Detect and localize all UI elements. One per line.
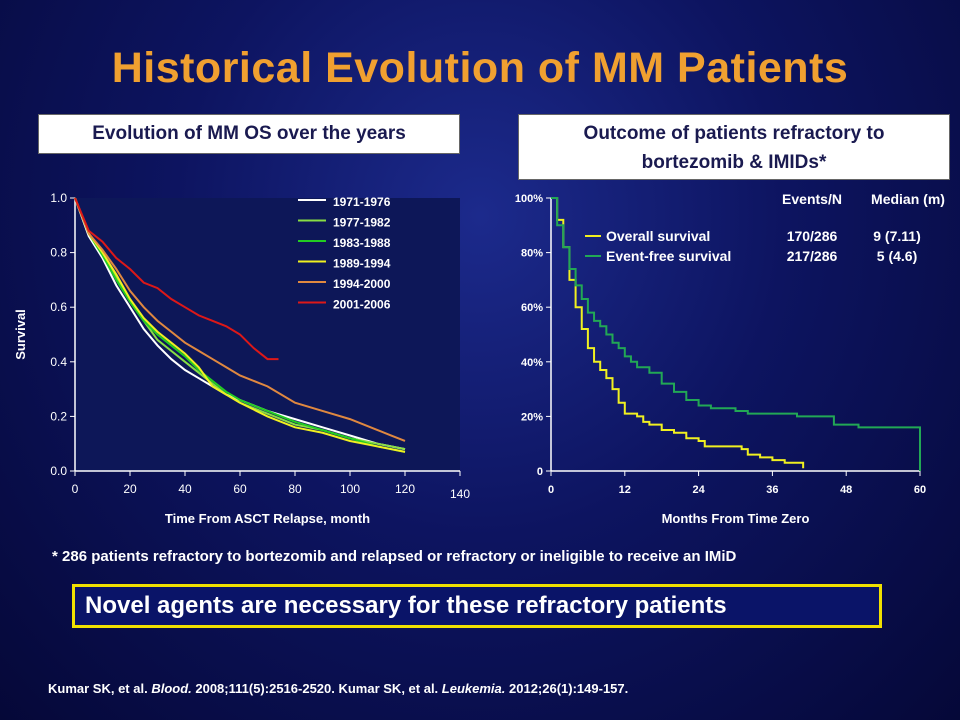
y-tick-label-1: 100% — [515, 193, 543, 205]
series-line-0-2 — [74, 197, 406, 453]
page-title: Historical Evolution of MM Patients — [111, 44, 849, 92]
y-tick-label-1: 20% — [521, 411, 543, 423]
y-tick-label-0: 0.0 — [50, 464, 67, 478]
x-axis-label-1: Months From Time Zero — [662, 511, 810, 526]
y-tick-label-0: 0.8 — [50, 246, 67, 260]
x-tick-label-0: 120 — [395, 482, 415, 496]
right-heading-line1: Outcome of patients refractory to — [583, 123, 885, 144]
legend-label-left-4: 1994-2000 — [333, 277, 391, 291]
left-chart-heading: Evolution of MM OS over the years — [38, 114, 460, 154]
y-tick-label-1: 40% — [521, 357, 543, 369]
x-tick-label-0: 80 — [288, 482, 302, 496]
series-line-0-5 — [74, 197, 279, 361]
citation-part1: Kumar SK, et al. — [48, 681, 152, 696]
citation-part2: 2008;111(5):2516-2520. Kumar SK, et al. — [191, 681, 442, 696]
right-chart-heading: Outcome of patients refractory to bortez… — [518, 114, 950, 180]
citation-journal1: Blood. — [151, 681, 192, 696]
median-value-1: 5 (4.6) — [877, 248, 917, 264]
x-tick-label-0: 60 — [233, 482, 247, 496]
y-tick-label-0: 1.0 — [50, 191, 67, 205]
y-tick-label-1: 80% — [521, 248, 543, 260]
y-tick-label-0: 0.4 — [50, 355, 67, 369]
x-tick-label-1: 60 — [914, 484, 926, 496]
legend-label-right-0: Overall survival — [606, 228, 710, 244]
x-tick-label-1: 0 — [548, 484, 554, 496]
legend-label-right-1: Event-free survival — [606, 248, 731, 264]
series-line-1-1 — [551, 197, 921, 471]
x-tick-label-1: 12 — [619, 484, 631, 496]
legend-label-left-3: 1989-1994 — [333, 257, 391, 271]
citation-part3: 2012;26(1):149-157. — [505, 681, 629, 696]
right-heading-line2: bortezomib & IMIDs* — [641, 152, 827, 173]
series-line-0-0 — [74, 197, 406, 451]
conclusion-box: Novel agents are necessary for these ref… — [72, 584, 882, 628]
events-value-1: 217/286 — [787, 248, 838, 264]
x-tick-label-0: 0 — [72, 482, 79, 496]
y-tick-label-1: 0 — [537, 466, 543, 478]
citation: Kumar SK, et al. Blood. 2008;111(5):2516… — [48, 681, 628, 696]
x-tick-label-1: 36 — [766, 484, 778, 496]
legend-label-left-0: 1971-1976 — [333, 195, 391, 209]
x-tick-label-0: 140 — [450, 487, 470, 501]
x-tick-label-0: 100 — [340, 482, 360, 496]
events-value-0: 170/286 — [787, 228, 838, 244]
x-tick-label-1: 48 — [840, 484, 852, 496]
footnote: * 286 patients refractory to bortezomib … — [52, 548, 737, 565]
y-tick-label-0: 0.6 — [50, 300, 67, 314]
x-tick-label-0: 20 — [123, 482, 137, 496]
x-tick-label-1: 24 — [692, 484, 705, 496]
y-axis-label-0: Survival — [13, 309, 28, 360]
table-header-events: Events/N — [782, 191, 842, 207]
legend-label-left-5: 2001-2006 — [333, 298, 391, 312]
legend-label-left-1: 1977-1982 — [333, 216, 391, 230]
series-line-1-0 — [551, 197, 805, 469]
x-tick-label-0: 40 — [178, 482, 192, 496]
y-tick-label-0: 0.2 — [50, 409, 67, 423]
series-line-0-4 — [74, 197, 406, 442]
series-line-0-3 — [74, 197, 406, 453]
plot-area-0 — [75, 198, 460, 471]
citation-journal2: Leukemia. — [441, 681, 506, 696]
legend-label-left-2: 1983-1988 — [333, 236, 391, 250]
x-axis-label-0: Time From ASCT Relapse, month — [165, 511, 370, 526]
table-header-median: Median (m) — [871, 191, 945, 207]
median-value-0: 9 (7.11) — [873, 228, 920, 244]
y-tick-label-1: 60% — [521, 302, 543, 314]
